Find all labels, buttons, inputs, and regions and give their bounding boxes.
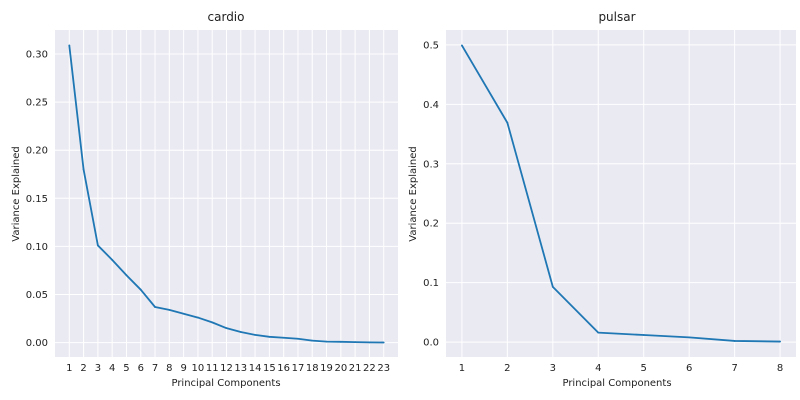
x-tick-label: 1 bbox=[66, 363, 72, 374]
data-point bbox=[325, 340, 328, 343]
data-point bbox=[82, 168, 85, 171]
x-tick-label: 6 bbox=[686, 363, 692, 374]
data-point bbox=[282, 336, 285, 339]
data-point bbox=[254, 333, 256, 336]
x-tick-label: 21 bbox=[349, 363, 362, 374]
data-point bbox=[239, 331, 242, 333]
y-axis-label: Variance Explained bbox=[11, 146, 22, 241]
data-point bbox=[154, 306, 156, 308]
pulsar-chart: 1 2 3 4 5 6 7 8 0.0 0.1 0.2 0.3 0.4 0.5 pulsar Princ… bbox=[408, 10, 796, 389]
chart-title: pulsar bbox=[598, 10, 635, 24]
y-tick-label: 0.5 bbox=[423, 40, 439, 51]
y-tick-label: 0.2 bbox=[423, 219, 439, 230]
x-tick-label: 20 bbox=[334, 363, 347, 374]
x-tick-label: 4 bbox=[109, 363, 115, 374]
y-tick-label: 0.25 bbox=[26, 98, 48, 109]
data-point bbox=[311, 339, 314, 342]
y-tick-label: 0.00 bbox=[26, 338, 48, 349]
data-point bbox=[211, 321, 214, 324]
x-tick-label: 5 bbox=[123, 363, 129, 374]
y-axis-label: Variance Explained bbox=[408, 146, 419, 241]
grid bbox=[55, 30, 398, 357]
data-point bbox=[779, 340, 781, 343]
y-tick-labels: 0.0 0.1 0.2 0.3 0.4 0.5 bbox=[423, 40, 439, 348]
x-tick-label: 1 bbox=[459, 363, 465, 374]
x-tick-label: 9 bbox=[180, 363, 186, 374]
y-tick-label: 0.4 bbox=[423, 100, 439, 111]
data-point bbox=[339, 340, 342, 343]
y-tick-label: 0.05 bbox=[26, 290, 48, 301]
y-tick-label: 0.1 bbox=[423, 278, 439, 289]
data-point bbox=[168, 308, 171, 311]
x-tick-label: 10 bbox=[192, 363, 205, 374]
x-tick-label: 13 bbox=[234, 363, 247, 374]
data-point bbox=[96, 244, 99, 247]
cardio-chart: 1 2 3 4 5 6 7 8 9 10 11 12 13 14 15 16 17 18 19 20 21 22 23 0.… bbox=[11, 10, 398, 389]
y-tick-label: 0.3 bbox=[423, 159, 439, 170]
y-tick-label: 0.30 bbox=[26, 50, 48, 61]
x-tick-label: 22 bbox=[363, 363, 376, 374]
x-axis-label: Principal Components bbox=[171, 378, 280, 389]
series-line bbox=[68, 44, 385, 344]
data-point bbox=[297, 337, 299, 340]
x-tick-label: 4 bbox=[595, 363, 601, 374]
x-axis-label: Principal Components bbox=[562, 378, 671, 389]
y-tick-label: 0.10 bbox=[26, 242, 48, 253]
x-tick-label: 16 bbox=[277, 363, 290, 374]
x-tick-label: 7 bbox=[731, 363, 737, 374]
grid bbox=[446, 30, 796, 357]
y-tick-label: 0.0 bbox=[423, 338, 439, 349]
x-tick-label: 3 bbox=[550, 363, 556, 374]
data-point bbox=[197, 316, 199, 319]
data-point bbox=[597, 331, 600, 334]
x-tick-label: 5 bbox=[641, 363, 647, 374]
x-tick-label: 6 bbox=[138, 363, 144, 374]
series-line bbox=[461, 44, 781, 343]
x-tick-label: 3 bbox=[95, 363, 101, 374]
x-tick-labels: 1 2 3 4 5 6 7 8 9 10 11 12 13 14 15 16 17 18 19 20 21 22 23 bbox=[66, 363, 390, 374]
x-tick-label: 8 bbox=[777, 363, 783, 374]
data-point bbox=[551, 285, 554, 288]
data-point bbox=[368, 341, 371, 344]
data-point bbox=[111, 258, 114, 261]
plot-area bbox=[446, 30, 796, 357]
x-tick-label: 7 bbox=[152, 363, 158, 374]
x-tick-label: 2 bbox=[80, 363, 86, 374]
x-tick-label: 17 bbox=[292, 363, 305, 374]
x-tick-label: 8 bbox=[166, 363, 172, 374]
chart-title: cardio bbox=[208, 10, 245, 24]
data-point bbox=[68, 44, 71, 47]
x-tick-label: 18 bbox=[306, 363, 319, 374]
data-point bbox=[225, 327, 228, 330]
y-tick-label: 0.15 bbox=[26, 194, 48, 205]
data-point bbox=[354, 341, 357, 343]
x-tick-label: 11 bbox=[206, 363, 219, 374]
data-point bbox=[461, 44, 463, 47]
data-point bbox=[182, 312, 185, 315]
data-point bbox=[125, 274, 128, 277]
x-tick-labels: 1 2 3 4 5 6 7 8 bbox=[459, 363, 784, 374]
x-tick-label: 12 bbox=[220, 363, 233, 374]
y-tick-label: 0.20 bbox=[26, 146, 48, 157]
data-point bbox=[733, 340, 736, 342]
x-tick-label: 19 bbox=[320, 363, 333, 374]
data-point bbox=[506, 121, 509, 124]
data-point bbox=[642, 334, 645, 336]
data-point bbox=[382, 341, 385, 344]
x-tick-label: 14 bbox=[249, 363, 262, 374]
data-point bbox=[268, 335, 271, 338]
data-point bbox=[139, 288, 142, 291]
x-tick-label: 2 bbox=[504, 363, 510, 374]
x-tick-label: 15 bbox=[263, 363, 276, 374]
y-tick-labels: 0.00 0.05 0.10 0.15 0.20 0.25 0.30 bbox=[26, 50, 48, 350]
data-point bbox=[688, 336, 691, 339]
x-tick-label: 23 bbox=[377, 363, 390, 374]
series-line-path bbox=[461, 45, 781, 343]
